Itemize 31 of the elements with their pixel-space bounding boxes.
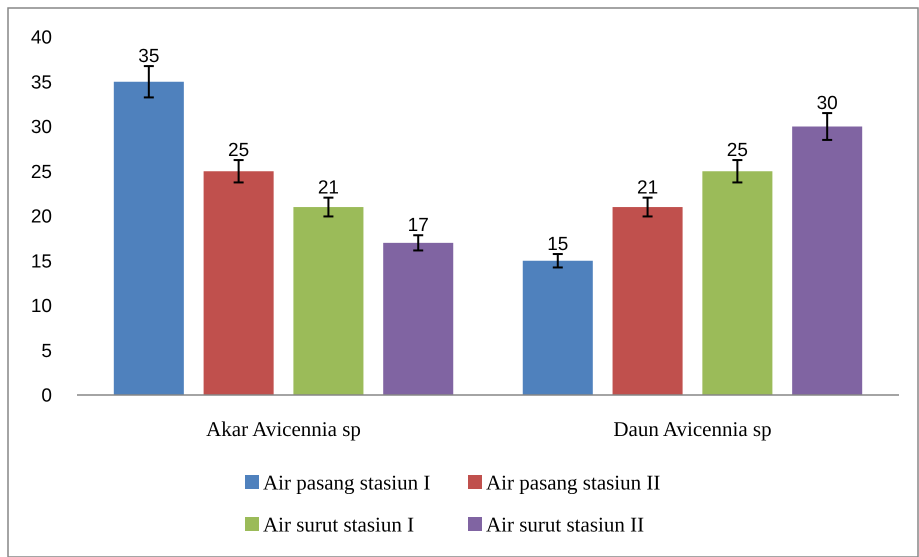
x-tick-label: Akar Avicennia sp [206, 417, 361, 441]
legend-label: Air surut stasiun II [486, 512, 644, 536]
y-tick-label: 20 [30, 206, 52, 228]
bar [293, 207, 364, 395]
y-tick-label: 25 [30, 162, 52, 183]
data-label: 17 [408, 215, 429, 236]
y-tick-label: 30 [30, 117, 52, 138]
y-tick-label: 40 [30, 28, 52, 49]
data-label: 15 [547, 234, 568, 256]
bar [612, 207, 683, 395]
x-tick-label: Daun Avicennia sp [613, 417, 772, 441]
data-label: 25 [228, 140, 250, 162]
y-tick-label: 35 [30, 72, 52, 94]
y-tick-label: 5 [41, 340, 52, 362]
bar [114, 82, 184, 395]
legend-label: Air pasang stasiun II [486, 470, 660, 494]
bar [383, 242, 454, 395]
y-tick-label: 15 [30, 251, 52, 272]
bar [702, 171, 772, 395]
data-label: 35 [138, 46, 160, 68]
data-label: 21 [637, 178, 658, 199]
y-tick-label: 10 [30, 296, 52, 318]
legend-label: Air surut stasiun I [263, 512, 414, 536]
data-label: 21 [318, 178, 339, 199]
bar [522, 260, 593, 395]
bar [204, 171, 274, 395]
data-label: 25 [726, 140, 748, 162]
y-tick-label: 0 [41, 386, 52, 407]
bar [792, 126, 862, 395]
legend-label: Air pasang stasiun I [263, 470, 430, 494]
data-label: 30 [816, 93, 838, 114]
